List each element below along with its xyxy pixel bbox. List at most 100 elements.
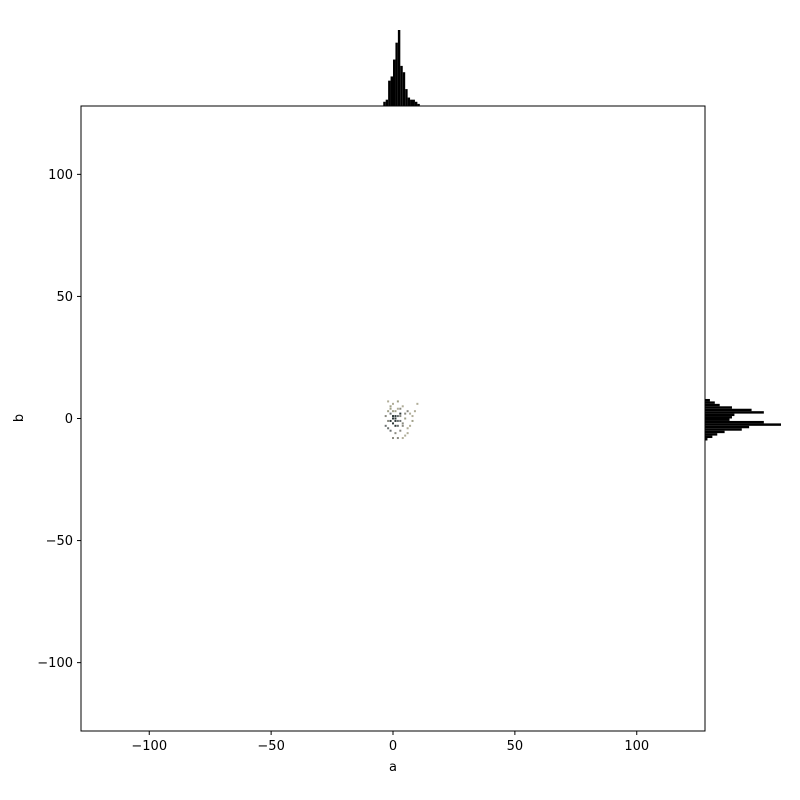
histogram-x-bar [414, 101, 418, 106]
scatter-point [396, 400, 399, 403]
scatter-points [384, 400, 419, 440]
y-tick-label: −50 [46, 534, 73, 549]
histogram-y-bar [705, 420, 764, 424]
scatter-point [389, 407, 392, 410]
scatter-point [399, 429, 402, 432]
y-tick-label: 50 [56, 290, 73, 305]
histogram-x-bar [410, 99, 413, 106]
y-tick-label: 100 [48, 168, 73, 183]
histogram-y-bar [705, 406, 732, 409]
scatter-point [384, 424, 387, 427]
scatter-point [392, 415, 394, 418]
histogram-x-bar [385, 99, 389, 106]
x-tick-label: −100 [131, 739, 167, 754]
scatter-point [406, 432, 409, 435]
histogram-x-bar [402, 72, 406, 106]
histogram-y-bar [705, 408, 752, 412]
histogram-y-bar [705, 413, 735, 417]
histogram-y-bar [705, 401, 715, 404]
histogram-y-bar [705, 433, 718, 436]
scatter-point [387, 400, 390, 403]
scatter-point [394, 410, 397, 413]
histogram-y-bar [705, 428, 742, 431]
histogram-y-bar [705, 425, 750, 429]
scatter-point [394, 432, 397, 435]
x-axis-label: a [389, 760, 397, 775]
histogram-x-bar [400, 65, 403, 106]
scatter-point [392, 410, 394, 413]
scatter-point [401, 405, 404, 408]
scatter-point [411, 415, 414, 418]
histogram-x-bar [405, 89, 408, 106]
scatter-point [394, 424, 397, 427]
scatter-point [404, 412, 407, 415]
histogram-y-bar [705, 430, 725, 434]
scatter-point [411, 419, 414, 422]
scatter-point [404, 417, 407, 420]
histogram-y-bar [705, 416, 732, 419]
x-tick-label: −50 [257, 739, 284, 754]
histogram-x-bar [395, 42, 398, 106]
scatter-point [416, 402, 419, 405]
y-axis-label: b [12, 414, 27, 422]
x-tick-label: 0 [389, 739, 397, 754]
y-axis-ticks: 100 50 0 −50 −100 [37, 168, 81, 671]
scatter-point [394, 417, 397, 420]
histogram-x-bar [383, 101, 386, 106]
scatter-point [404, 434, 407, 437]
histogram-x-bar [397, 30, 401, 106]
scatter-point [394, 415, 397, 418]
scatter-point [396, 424, 399, 427]
scatter-point [389, 412, 392, 415]
scatter-point [396, 419, 399, 422]
histogram-y-bar [705, 411, 764, 414]
histogram-x-bar [388, 80, 391, 106]
x-tick-label: 100 [624, 739, 649, 754]
scatter-point [399, 415, 402, 418]
marginal-histogram-x [383, 30, 420, 106]
marginal-histogram-y [705, 398, 781, 441]
scatter-point [392, 402, 394, 405]
y-tick-label: −100 [37, 656, 73, 671]
x-axis-ticks: −100 −50 0 50 100 [131, 731, 649, 754]
histogram-x-bar [390, 76, 393, 106]
scatter-point [409, 424, 412, 427]
histogram-x-bar [412, 99, 415, 106]
scatter-point [406, 427, 409, 430]
histogram-y-bar [705, 423, 781, 426]
scatter-point [399, 419, 402, 422]
scatter-point [413, 410, 416, 413]
scatter-point [392, 417, 394, 420]
x-tick-label: 50 [507, 739, 524, 754]
scatter-point [396, 437, 399, 440]
histogram-x-bar [407, 97, 411, 106]
scatter-point [399, 412, 402, 415]
scatter-point [401, 422, 404, 425]
histogram-y-bar [705, 398, 710, 402]
scatter-point [396, 407, 399, 410]
histogram-x-bar [393, 59, 396, 106]
scatter-point [387, 427, 390, 430]
y-tick-label: 0 [65, 412, 73, 427]
scatter-point [392, 422, 394, 425]
histogram-y-bar [705, 435, 713, 439]
scatter-point [406, 410, 409, 413]
scatter-point [389, 429, 392, 432]
histogram-y-bar [705, 438, 708, 441]
scatter-point [389, 419, 392, 422]
scatter-point [399, 407, 402, 410]
scatter-point [409, 412, 412, 415]
scatter-point [387, 419, 390, 422]
scatter-point [392, 437, 394, 440]
scatter-point [384, 415, 387, 418]
histogram-y-bar [705, 403, 720, 407]
scatter-point [401, 424, 404, 427]
histogram-y-bar [705, 418, 730, 421]
histogram-x-bar [417, 103, 420, 106]
scatter-point [387, 410, 390, 413]
scatter-point [389, 405, 392, 408]
scatter-point [394, 419, 397, 422]
scatter-point [396, 415, 399, 418]
scatter-point [401, 437, 404, 440]
